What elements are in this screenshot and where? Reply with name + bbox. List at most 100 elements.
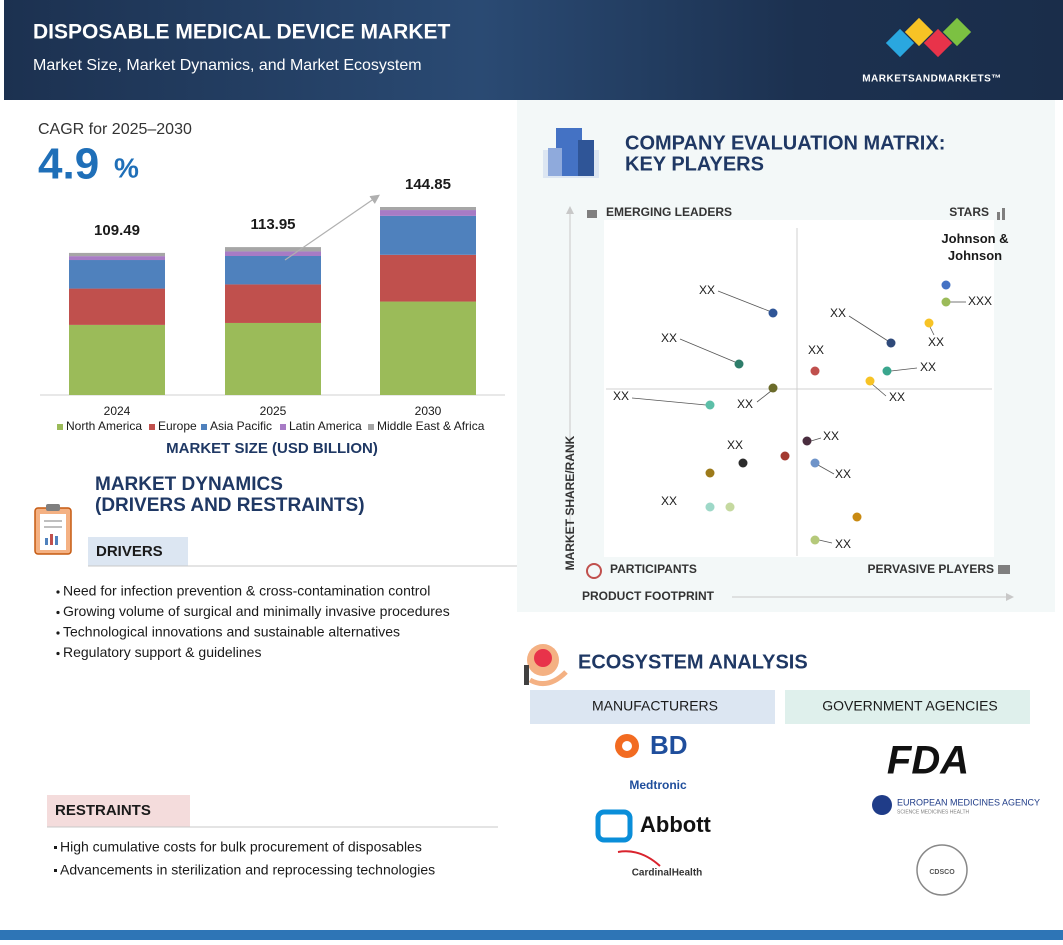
company-dot (810, 366, 820, 376)
matrix-x-label: PRODUCT FOOTPRINT (582, 589, 715, 603)
legend-label: Asia Pacific (210, 419, 272, 433)
company-dot (768, 308, 778, 318)
company-label: XX (835, 537, 851, 551)
company-label: XX (928, 335, 944, 349)
brand-logo (885, 17, 972, 58)
legend-label: Middle East & Africa (377, 419, 485, 433)
manufacturer-logo: Abbott (640, 812, 712, 837)
cagr-unit: % (114, 152, 139, 183)
x-tick-label: 2030 (415, 404, 442, 418)
header-subtitle: Market Size, Market Dynamics, and Market… (33, 57, 422, 74)
total-label: 109.49 (94, 222, 140, 239)
bullet (56, 651, 60, 656)
quadrant-label: STARS (949, 205, 989, 219)
building-icon (543, 128, 599, 178)
bar-segment (225, 255, 321, 285)
bar-segment (380, 210, 476, 216)
bar-segment (225, 322, 321, 395)
manufacturer-logo: CardinalHealth (632, 868, 703, 879)
matrix-title: COMPANY EVALUATION MATRIX: (625, 132, 945, 154)
company-label: XX (889, 390, 905, 404)
agency-logo: SCIENCE MEDICINES HEALTH (897, 809, 970, 815)
ema-mark (872, 795, 892, 815)
company-label: XX (661, 331, 677, 345)
company-dot (734, 359, 744, 369)
company-dot (780, 451, 790, 461)
bar-segment (380, 207, 476, 211)
manufacturers-title: MANUFACTURERS (592, 698, 718, 714)
matrix-title: KEY PLAYERS (625, 153, 764, 175)
manufacturers-tab (530, 690, 775, 724)
manufacturer-logo: Medtronic (629, 778, 687, 792)
company-label: XXX (968, 294, 992, 308)
legend-swatch (57, 424, 63, 430)
legend-label: North America (66, 419, 142, 433)
driver-item: Technological innovations and sustainabl… (63, 624, 400, 640)
quadrant-label: PERVASIVE PLAYERS (868, 562, 995, 576)
legend-swatch (149, 424, 155, 430)
quadrant-label: PARTICIPANTS (610, 562, 697, 576)
quadrant-label: EMERGING LEADERS (606, 205, 732, 219)
cardinal-mark (617, 850, 661, 867)
company-dot (802, 436, 812, 446)
x-axis-label: MARKET SIZE (USD BILLION) (166, 440, 378, 457)
company-label: XX (661, 494, 677, 508)
bar-segment (69, 324, 165, 395)
drivers-tab (88, 537, 188, 566)
agency-logo: CDSCO (929, 869, 955, 876)
manufacturer-logo: BD (650, 730, 688, 760)
company-dot (810, 535, 820, 545)
company-label: XX (699, 283, 715, 297)
bullet (56, 631, 60, 635)
bullet (56, 610, 60, 615)
bar-segment (69, 288, 165, 325)
company-label: Johnson & Johnson (941, 231, 1009, 263)
company-dot (725, 502, 735, 512)
company-dot (705, 502, 715, 512)
total-label: 144.85 (405, 176, 451, 193)
company-label: XX (920, 360, 936, 374)
bd-logo (615, 734, 639, 758)
bar-segment (380, 215, 476, 255)
bar-segment (225, 251, 321, 256)
bar-chart: 109.49 2024 113.95 2025 144.85 2030 North Amer… (40, 176, 505, 433)
bullet (54, 846, 57, 849)
cagr-value: 4.9 (38, 140, 99, 189)
clipboard-icon (34, 504, 72, 555)
x-tick-label: 2024 (104, 404, 131, 418)
legend-label: Latin America (289, 419, 362, 433)
bar-segment (69, 256, 165, 261)
agency-logo: EUROPEAN MEDICINES AGENCY (897, 797, 1040, 807)
bar-segment (225, 284, 321, 323)
company-label: XX (613, 389, 629, 403)
agencies-title: GOVERNMENT AGENCIES (822, 698, 998, 714)
company-dot (768, 383, 778, 393)
cagr-label: CAGR for 2025–2030 (38, 121, 192, 138)
ecosystem-icon (524, 644, 568, 687)
bullet (56, 590, 60, 594)
growth-arrow (284, 194, 380, 261)
company-label: XX (808, 343, 824, 357)
legend-swatch (280, 424, 286, 430)
company-dot (924, 318, 934, 328)
label-connectors (631, 290, 966, 544)
company-label: XX (737, 397, 753, 411)
company-dot (882, 366, 892, 376)
company-label: XX (830, 306, 846, 320)
driver-item: Regulatory support & guidelines (63, 644, 261, 660)
company-label: XX (835, 467, 851, 481)
restraints-tab (47, 795, 190, 827)
driver-item: Growing volume of surgical and minimally… (63, 603, 450, 619)
legend-swatch (368, 424, 374, 430)
abbott-mark (595, 809, 633, 843)
restraint-item: Advancements in sterilization and reproc… (60, 862, 435, 878)
company-dot (941, 297, 951, 307)
company-dot (738, 458, 748, 468)
bar-segment (69, 252, 165, 257)
company-dot (705, 400, 715, 410)
ecosystem-title: ECOSYSTEM ANALYSIS (578, 651, 808, 673)
company-dots (705, 280, 951, 545)
company-dot (705, 468, 715, 478)
company-dot (810, 458, 820, 468)
